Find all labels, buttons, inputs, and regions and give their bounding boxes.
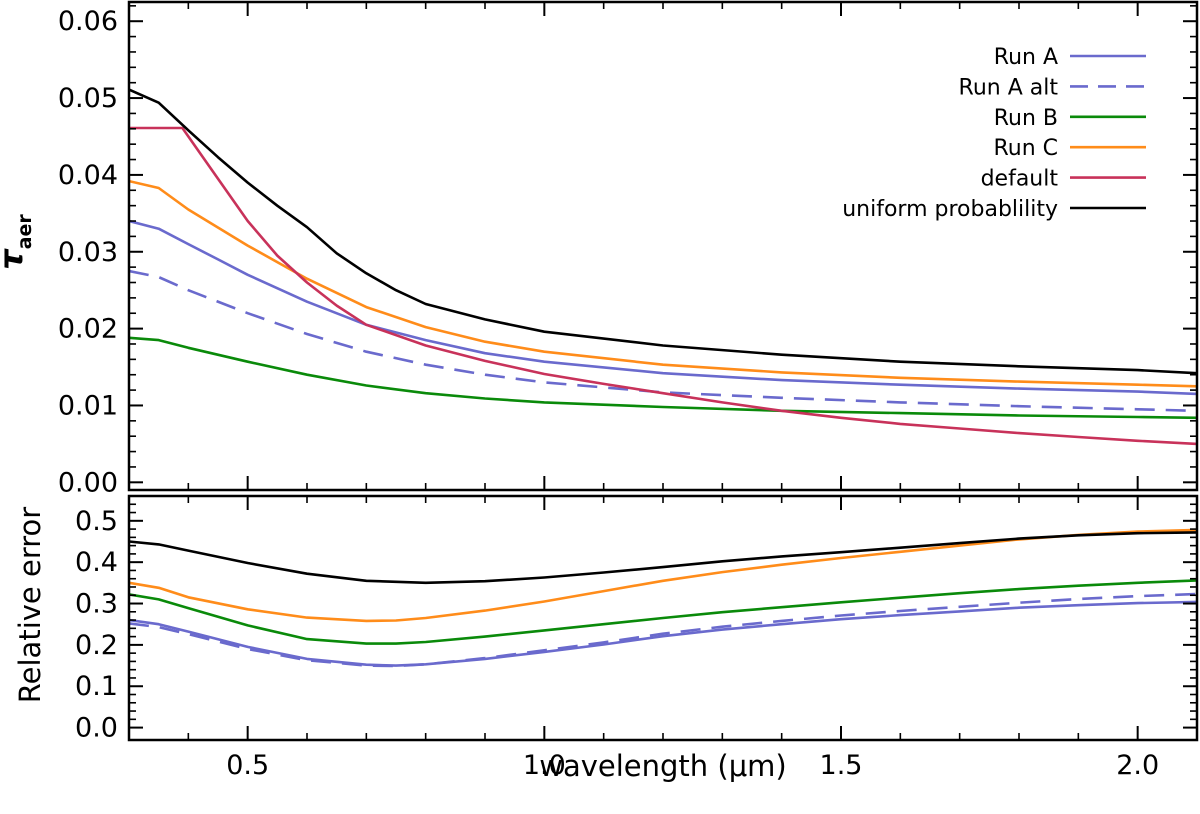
top-ytick-label: 0.06 — [58, 6, 118, 37]
xtick-label: 0.5 — [226, 750, 269, 781]
xtick-label: 2.0 — [1116, 750, 1159, 781]
top-series-line-uniform-probablility — [129, 88, 1197, 375]
bottom-axes: 0.0 0.1 0.2 0.3 0.4 0.5 0.5 1.0 1.5 2.0 — [75, 494, 1199, 781]
top-series-line-run-a — [129, 219, 1197, 396]
bottom-series-line-run-c — [129, 528, 1197, 623]
top-series-line-run-c — [129, 179, 1197, 388]
bottom-series-line-run-a-alt — [129, 592, 1197, 668]
xtick-label: 1.0 — [523, 750, 566, 781]
top-ylabel: τaer — [0, 214, 36, 270]
panel-bottom: 0.0 0.1 0.2 0.3 0.4 0.5 0.5 1.0 1.5 2.0 Relative … — [13, 494, 1199, 783]
bottom-ytick-label: 0.3 — [75, 589, 118, 620]
bottom-ytick-label: 0.2 — [75, 630, 118, 661]
bottom-series-group — [129, 528, 1197, 668]
top-series-line-run-b — [129, 336, 1197, 420]
top-series-line-default — [129, 126, 1197, 446]
top-ytick-label: 0.01 — [58, 390, 118, 421]
top-series-group — [129, 88, 1197, 446]
top-ytick-label: 0.04 — [58, 160, 118, 191]
bottom-ytick-label: 0.0 — [75, 713, 118, 744]
legend-label: Run A — [994, 45, 1058, 70]
top-ytick-label: 0.03 — [58, 237, 118, 268]
panel-top: 0.00 0.01 0.02 0.03 0.04 0.05 0.06 Run A Run A … — [0, 0, 1199, 498]
top-ytick-label: 0.05 — [58, 83, 118, 114]
x-axis-label: wavelength (μm) — [539, 749, 786, 783]
legend-label: Run B — [994, 106, 1058, 131]
legend-label: default — [981, 167, 1059, 192]
bottom-ytick-label: 0.5 — [75, 506, 118, 537]
legend-label: uniform probablility — [842, 197, 1058, 222]
top-ylabel-sub: aer — [14, 214, 36, 250]
legend-label: Run A alt — [959, 75, 1059, 100]
top-ytick-label: 0.02 — [58, 314, 118, 345]
bottom-series-line-uniform-probablility — [129, 531, 1197, 585]
legend-label: Run C — [993, 136, 1058, 161]
xtick-label: 1.5 — [820, 750, 863, 781]
bottom-series-line-run-b — [129, 579, 1197, 645]
bottom-ylabel: Relative error — [13, 507, 47, 703]
bottom-ytick-label: 0.1 — [75, 671, 118, 702]
top-ylabel-symbol: τ — [0, 248, 30, 270]
top-series-line-run-a-alt — [129, 269, 1197, 413]
top-ytick-label: 0.00 — [58, 467, 118, 498]
bottom-ytick-label: 0.4 — [75, 547, 118, 578]
bottom-series-line-run-a — [129, 600, 1197, 667]
legend: Run A Run A alt Run B Run C default uniform p… — [842, 45, 1146, 222]
top-axes: 0.00 0.01 0.02 0.03 0.04 0.05 0.06 — [58, 0, 1199, 498]
